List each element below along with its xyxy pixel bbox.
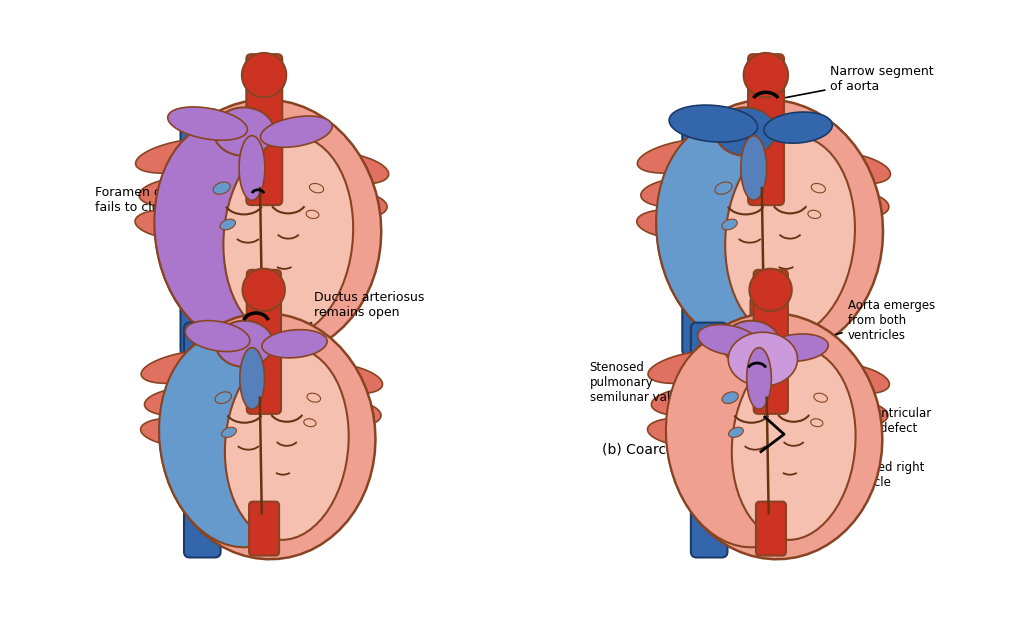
- Polygon shape: [728, 332, 798, 386]
- Polygon shape: [223, 136, 353, 337]
- FancyBboxPatch shape: [247, 54, 283, 205]
- Polygon shape: [637, 138, 733, 173]
- Text: Foramen ovale
fails to close: Foramen ovale fails to close: [94, 186, 217, 214]
- Polygon shape: [304, 419, 316, 427]
- Polygon shape: [315, 400, 381, 427]
- Polygon shape: [155, 99, 381, 358]
- Polygon shape: [723, 320, 780, 367]
- Polygon shape: [260, 116, 332, 147]
- Polygon shape: [309, 183, 324, 193]
- Polygon shape: [820, 190, 889, 219]
- Polygon shape: [669, 105, 758, 142]
- Polygon shape: [725, 136, 855, 337]
- Polygon shape: [811, 419, 823, 427]
- Polygon shape: [215, 392, 231, 404]
- Polygon shape: [318, 190, 387, 219]
- Text: Enlarged right
ventricle: Enlarged right ventricle: [749, 458, 925, 489]
- FancyBboxPatch shape: [754, 270, 787, 414]
- Polygon shape: [822, 400, 888, 427]
- Polygon shape: [740, 135, 767, 200]
- Polygon shape: [135, 210, 215, 239]
- FancyBboxPatch shape: [249, 297, 281, 353]
- Polygon shape: [220, 219, 236, 230]
- Polygon shape: [306, 211, 318, 219]
- Polygon shape: [213, 182, 230, 194]
- Text: Ductus arteriosus
remains open: Ductus arteriosus remains open: [260, 291, 424, 340]
- Polygon shape: [722, 219, 737, 230]
- Polygon shape: [697, 325, 759, 355]
- Polygon shape: [141, 350, 232, 383]
- Polygon shape: [135, 138, 231, 173]
- Polygon shape: [641, 178, 721, 207]
- Polygon shape: [243, 269, 285, 311]
- Polygon shape: [651, 388, 728, 415]
- Polygon shape: [746, 348, 771, 409]
- FancyBboxPatch shape: [682, 109, 721, 356]
- Text: (a) Patent foramen ovale: (a) Patent foramen ovale: [169, 442, 343, 456]
- Polygon shape: [159, 333, 314, 547]
- Polygon shape: [225, 348, 349, 540]
- Polygon shape: [242, 53, 287, 97]
- Polygon shape: [155, 120, 317, 345]
- Polygon shape: [750, 269, 792, 311]
- Text: Aorta emerges
from both
ventricles: Aorta emerges from both ventricles: [786, 299, 935, 348]
- Polygon shape: [722, 392, 738, 404]
- FancyBboxPatch shape: [184, 323, 220, 558]
- Polygon shape: [743, 53, 788, 97]
- Text: (b) Coarctation of the aorta: (b) Coarctation of the aorta: [601, 442, 793, 456]
- Polygon shape: [216, 320, 273, 367]
- Polygon shape: [309, 152, 389, 184]
- Polygon shape: [767, 334, 828, 361]
- Polygon shape: [139, 178, 219, 207]
- Polygon shape: [240, 348, 264, 409]
- Polygon shape: [656, 120, 819, 345]
- Polygon shape: [813, 363, 890, 394]
- Polygon shape: [811, 152, 891, 184]
- Polygon shape: [667, 313, 883, 560]
- Polygon shape: [185, 320, 250, 351]
- Polygon shape: [160, 313, 376, 560]
- Polygon shape: [140, 418, 217, 446]
- Polygon shape: [808, 211, 820, 219]
- Polygon shape: [221, 427, 237, 437]
- Polygon shape: [168, 107, 248, 140]
- Text: Narrow segment
of aorta: Narrow segment of aorta: [770, 65, 934, 102]
- Text: Interventricular
septal defect: Interventricular septal defect: [775, 407, 932, 435]
- Polygon shape: [144, 388, 221, 415]
- Polygon shape: [648, 350, 739, 383]
- FancyBboxPatch shape: [247, 270, 281, 414]
- FancyBboxPatch shape: [751, 297, 782, 353]
- Polygon shape: [715, 182, 732, 194]
- FancyBboxPatch shape: [180, 109, 219, 356]
- Polygon shape: [666, 333, 821, 547]
- Polygon shape: [637, 210, 717, 239]
- Polygon shape: [656, 99, 883, 358]
- Polygon shape: [728, 427, 743, 437]
- Polygon shape: [647, 418, 724, 446]
- Polygon shape: [814, 393, 827, 402]
- Polygon shape: [764, 112, 833, 143]
- FancyBboxPatch shape: [749, 54, 784, 205]
- Polygon shape: [716, 107, 776, 156]
- Text: Stenosed
pulmonary
semilunar valve: Stenosed pulmonary semilunar valve: [590, 361, 735, 404]
- FancyBboxPatch shape: [756, 502, 786, 556]
- Polygon shape: [732, 348, 856, 540]
- Polygon shape: [307, 393, 321, 402]
- Polygon shape: [262, 330, 327, 358]
- FancyBboxPatch shape: [249, 502, 280, 556]
- FancyBboxPatch shape: [691, 323, 727, 558]
- Polygon shape: [214, 107, 274, 156]
- Polygon shape: [306, 363, 383, 394]
- Polygon shape: [811, 183, 825, 193]
- Polygon shape: [239, 135, 265, 200]
